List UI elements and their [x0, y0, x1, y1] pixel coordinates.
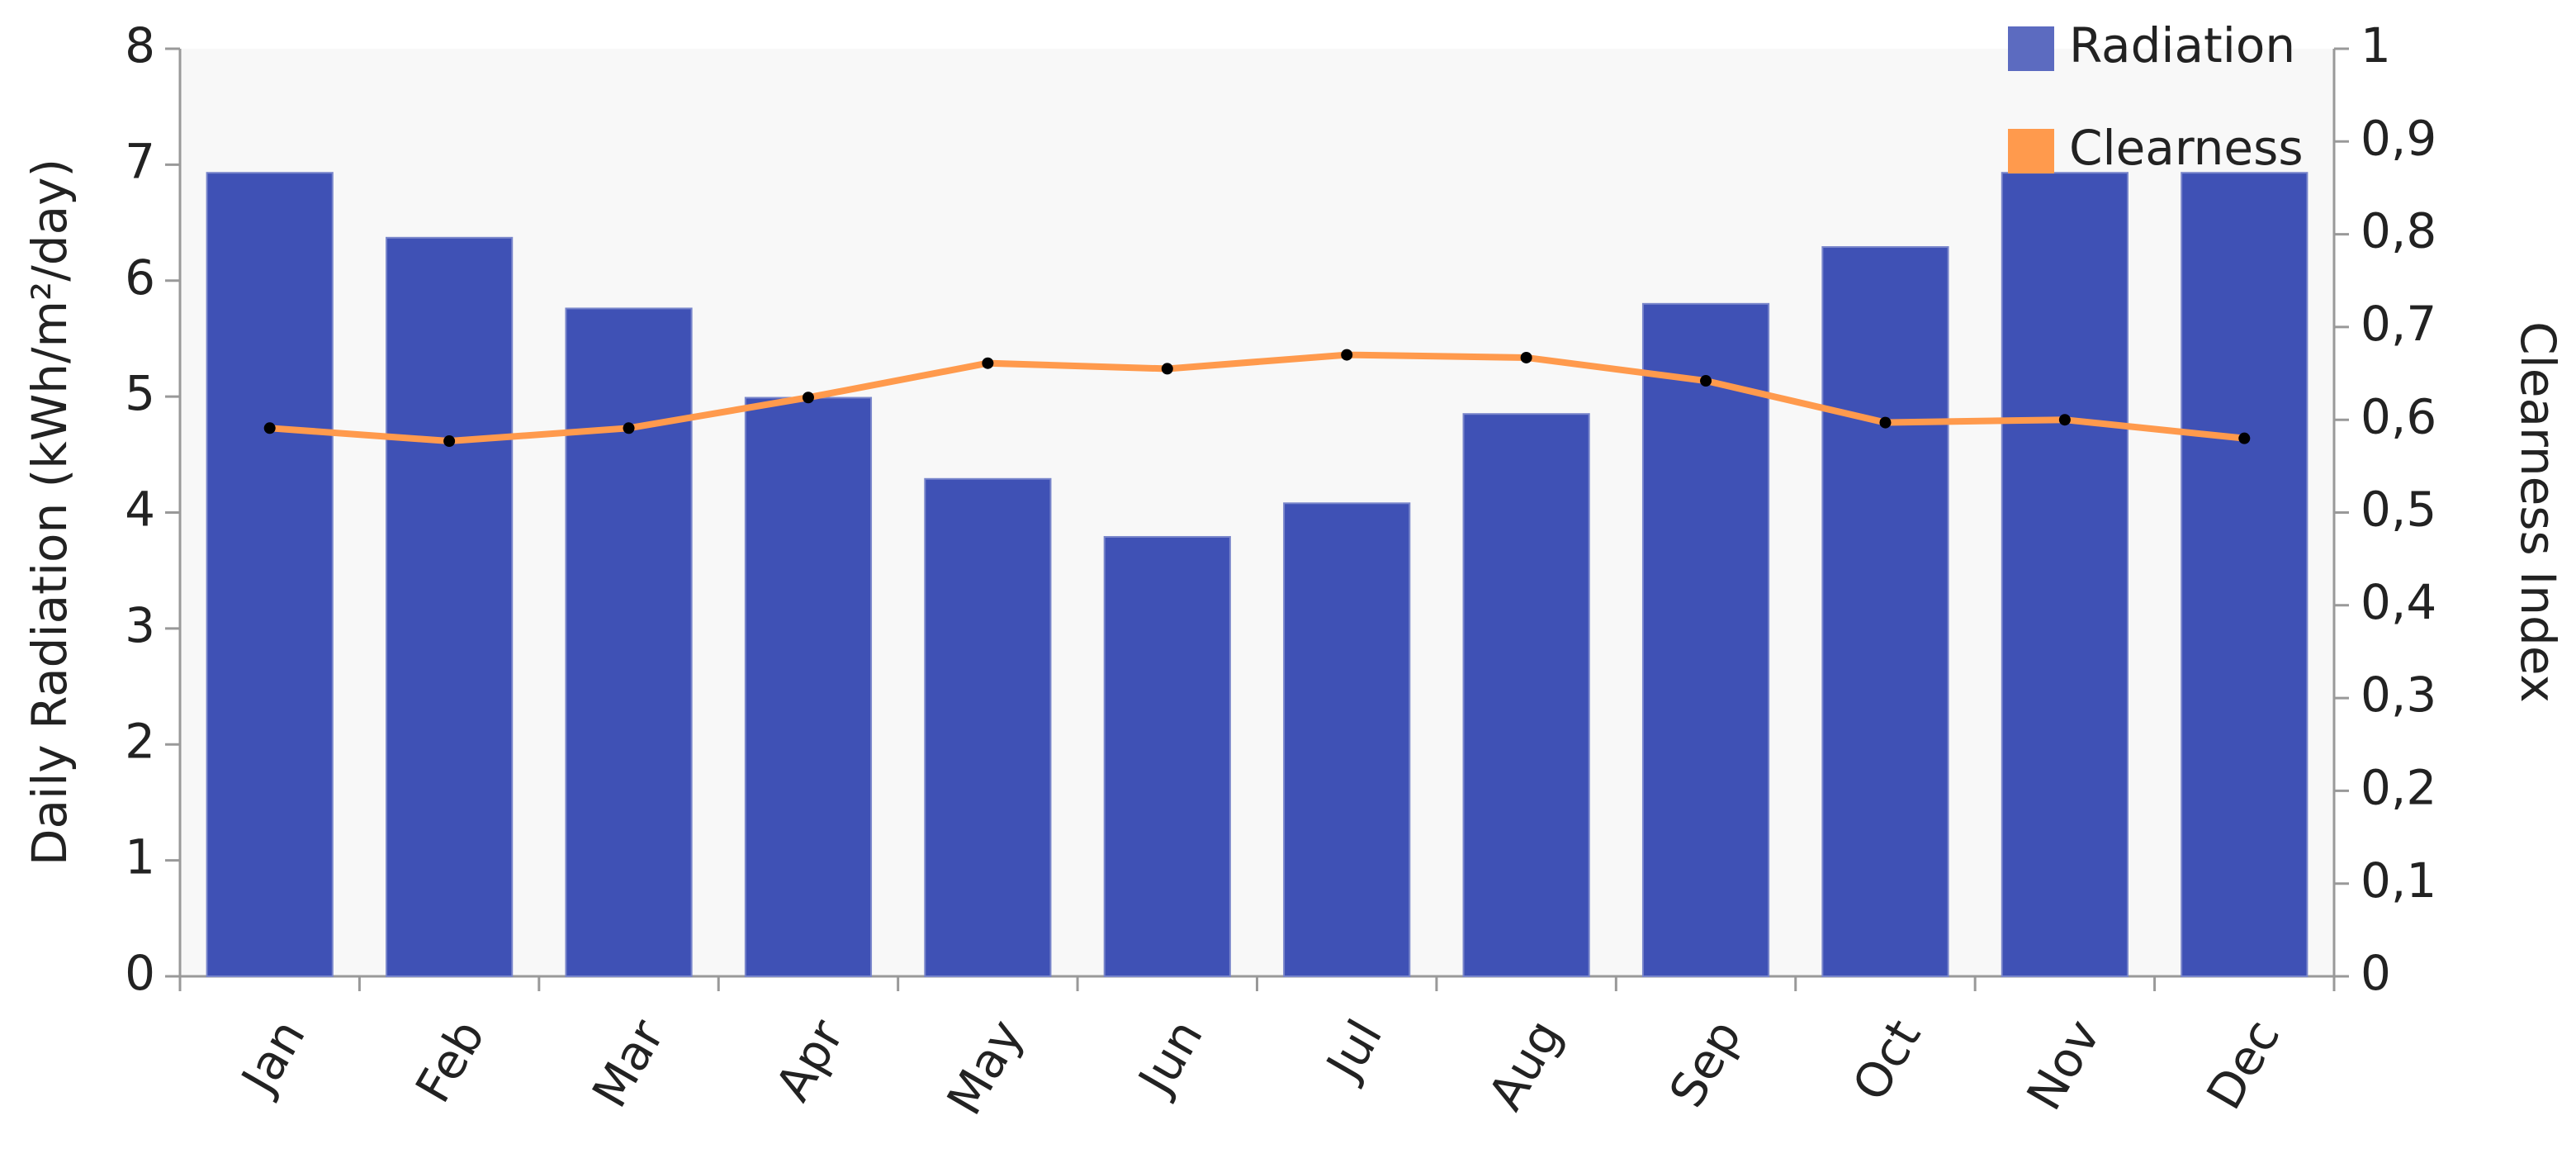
bar	[924, 477, 1052, 977]
y2-tick-label: 0,1	[2361, 852, 2436, 909]
x-tick-label: Jan	[230, 1010, 316, 1104]
x-tick-label: Jul	[1314, 1010, 1393, 1090]
bar	[1283, 502, 1411, 977]
line-point	[982, 357, 994, 369]
y2-tick-label: 0,6	[2361, 388, 2436, 444]
x-tick-label: Dec	[2195, 1010, 2290, 1118]
y-tick-label: 4	[125, 482, 155, 538]
x-tick-label: May	[936, 1010, 1035, 1124]
line-point	[1161, 363, 1173, 375]
y-tick-label: 6	[125, 249, 155, 306]
x-tick-label: Aug	[1477, 1010, 1573, 1119]
y2-tick-label: 0	[2361, 945, 2391, 1001]
plot-area	[180, 49, 2334, 976]
y-tick-label: 7	[125, 133, 155, 189]
x-tick-label: Apr	[765, 1010, 855, 1110]
y2-tick-label: 0,3	[2361, 667, 2436, 723]
bar	[386, 236, 514, 977]
y2-tick-label: 1	[2361, 17, 2391, 74]
bar	[744, 396, 873, 977]
y-tick-label: 2	[125, 713, 155, 769]
line	[269, 351, 2245, 445]
bar	[1641, 302, 1770, 977]
line-point	[1879, 416, 1892, 429]
y2-tick-label: 0,5	[2361, 482, 2436, 538]
line-point	[1520, 351, 1532, 363]
y-tick-label: 3	[125, 597, 155, 653]
bar	[2001, 172, 2129, 978]
x-tick-label: Sep	[1659, 1010, 1753, 1117]
y2-tick-label: 0,2	[2361, 760, 2436, 816]
line-point	[623, 422, 635, 434]
x-tick-label: Oct	[1841, 1010, 1931, 1110]
line-point	[1341, 349, 1353, 361]
line-point	[2238, 432, 2251, 444]
line-point	[802, 392, 814, 404]
y2-tick-label: 0,8	[2361, 203, 2436, 259]
y2-tick-label: 0,7	[2361, 296, 2436, 352]
y-tick-label: 5	[125, 365, 155, 421]
legend-label: Radiation	[2069, 17, 2295, 74]
line-point	[443, 435, 456, 448]
legend-swatch	[2008, 129, 2054, 173]
bar	[1103, 535, 1231, 977]
x-tick-label: Feb	[405, 1010, 495, 1112]
line-point	[1700, 375, 1712, 387]
legend-label: Clearness	[2069, 120, 2304, 176]
bar	[565, 307, 693, 977]
line-point	[263, 422, 276, 434]
bar	[1821, 246, 1949, 977]
y-tick-label: 1	[125, 829, 155, 885]
bar	[2181, 172, 2308, 978]
legend-swatch	[2008, 26, 2054, 71]
y-axis-label: Daily Radiation (kWh/m²/day)	[21, 159, 78, 866]
x-tick-label: Mar	[581, 1010, 675, 1117]
x-tick-label: Jun	[1126, 1010, 1214, 1105]
line-point	[2058, 414, 2071, 426]
y2-tick-label: 0,4	[2361, 574, 2436, 630]
x-tick-label: Nov	[2015, 1010, 2110, 1119]
bar	[206, 172, 334, 978]
y2-tick-label: 0,9	[2361, 110, 2436, 166]
y2-axis-label: Clearness Index	[2510, 321, 2566, 703]
y-tick-label: 0	[125, 945, 155, 1001]
y-tick-label: 8	[125, 17, 155, 74]
bar	[1462, 413, 1590, 977]
